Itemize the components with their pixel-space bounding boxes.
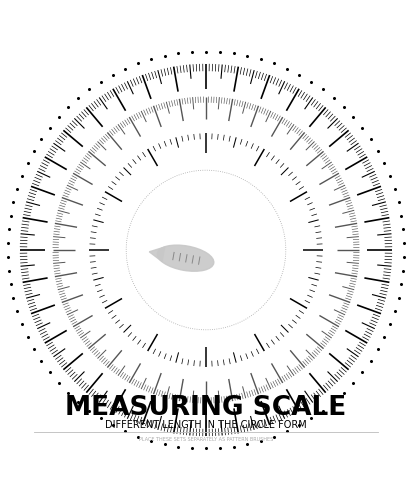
Text: DIFFERENT LENGTH IN THE CIRCLE FORM: DIFFERENT LENGTH IN THE CIRCLE FORM (105, 420, 307, 430)
Ellipse shape (157, 245, 214, 272)
Text: MEASURING SCALE: MEASURING SCALE (66, 394, 346, 420)
Polygon shape (149, 247, 165, 262)
Text: PLACE THESE SETS SEPARATELY AS PATTERN BRUSHES: PLACE THESE SETS SEPARATELY AS PATTERN B… (139, 436, 273, 442)
